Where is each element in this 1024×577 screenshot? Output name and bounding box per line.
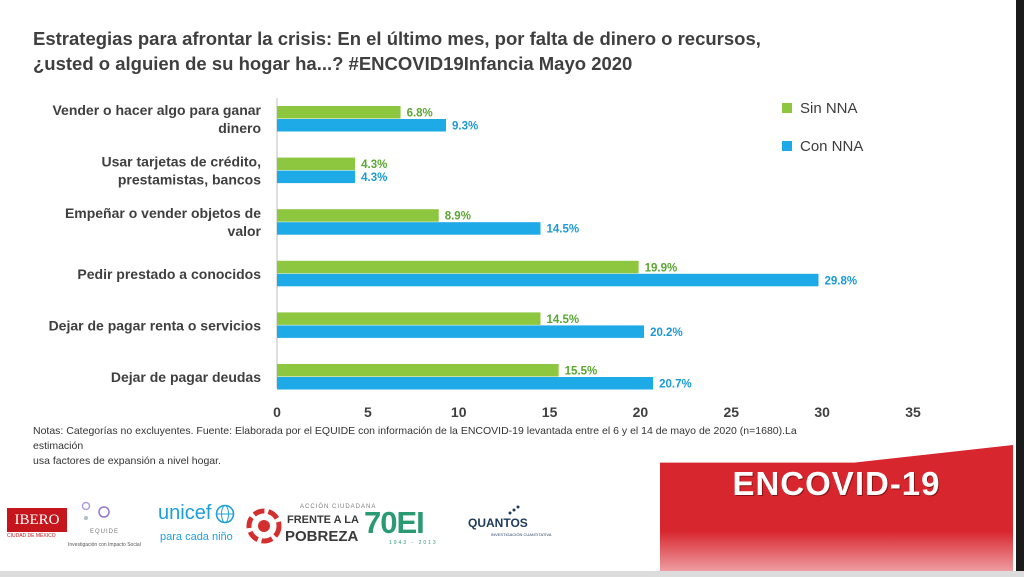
chart-title: Estrategias para afrontar la crisis: En … [33,26,833,76]
data-label-con-nna: 14.5% [546,224,579,236]
category-label: Dejar de pagar renta o servicios [49,317,262,333]
legend-item-sin-nna: Sin NNA [782,98,863,118]
equide-logo-text: EQUIDE [90,529,120,535]
x-tick-label: 0 [273,404,281,420]
chart-title-line2: ¿usted o alguien de su hogar ha...? #ENC… [33,53,633,74]
bar-con-nna [277,222,541,235]
legend-label-con-nna: Con NNA [800,137,864,155]
encovid-banner: ENCOVID-19 [660,445,1013,571]
category-label: Empeñar o vender objetos de [65,205,261,221]
frente-pobreza-small-text: ACCIÓN CIUDADANA [300,504,377,510]
ibero-logo: IBERO [7,508,67,532]
chart-notes: Notas: Categorías no excluyentes. Fuente… [33,424,843,469]
seventy-logo-subtext: 1943 - 2013 [389,540,438,546]
ibero-logo-subtext: CIUDAD DE MÉXICO [7,533,56,539]
data-label-con-nna: 9.3% [452,121,478,133]
window-frame-bottom [0,571,1024,577]
x-tick-label: 5 [364,404,372,420]
category-label: Usar tarjetas de crédito, [101,154,261,170]
bar-con-nna [277,273,819,287]
equide-logo-icon [81,501,110,520]
x-tick-label: 20 [633,404,649,420]
data-label-con-nna: 20.7% [659,379,692,391]
unicef-logo-text: unicef [158,502,212,524]
category-label: Vender o hacer algo para ganar [52,102,261,118]
bar-sin-nna [277,209,439,222]
data-label-con-nna: 20.2% [650,327,683,339]
unicef-logo-subtext: para cada niño [160,531,233,543]
legend-swatch-sin-nna [782,103,792,113]
category-label: Dejar de pagar deudas [111,369,261,385]
bar-con-nna [277,325,645,338]
data-label-sin-nna: 4.3% [361,159,387,171]
bar-sin-nna [277,260,639,274]
data-label-sin-nna: 6.8% [407,108,433,120]
data-label-sin-nna: 8.9% [445,211,471,223]
x-tick-label: 10 [451,404,467,420]
data-label-sin-nna: 15.5% [565,366,598,378]
chart-title-line1: Estrategias para afrontar la crisis: En … [33,28,761,49]
chart-legend: Sin NNA Con NNA [782,98,863,174]
bar-con-nna [277,119,446,132]
equide-logo-subtext: Investigación con Impacto Social [68,542,141,548]
frente-pobreza-logo-icon [246,508,282,544]
frente-pobreza-line1: FRENTE A LA [287,514,359,526]
bar-sin-nna [277,106,401,119]
unicef-globe-icon [215,504,235,524]
notes-line2: usa factores de expansión a nivel hogar. [33,455,221,467]
legend-label-sin-nna: Sin NNA [800,99,858,117]
seventy-logo-text: 70EI [364,505,425,540]
legend-swatch-con-nna [782,141,792,151]
x-tick-label: 35 [905,404,921,420]
frente-pobreza-line2: POBREZA [285,528,359,545]
quantos-logo-text: QUANTOS [468,516,528,530]
bar-sin-nna [277,157,356,171]
x-tick-label: 25 [723,404,739,420]
x-tick-label: 15 [542,404,558,420]
window-frame-right [1016,0,1024,577]
bar-sin-nna [277,312,541,325]
category-label: Pedir prestado a conocidos [77,266,261,282]
bar-con-nna [277,170,356,184]
data-label-con-nna: 4.3% [361,172,387,184]
data-label-sin-nna: 19.9% [645,262,678,274]
banner-text: ENCOVID-19 [732,465,941,502]
bar-sin-nna [277,364,559,377]
data-label-con-nna: 29.8% [825,275,858,287]
notes-line1: Notas: Categorías no excluyentes. Fuente… [33,425,797,452]
data-label-sin-nna: 14.5% [546,314,579,326]
category-label: valor [228,223,262,239]
legend-item-con-nna: Con NNA [782,136,863,156]
category-label: prestamistas, bancos [118,172,261,188]
bar-con-nna [277,377,654,390]
quantos-logo-subtext: INVESTIGACIÓN CUANTITATIVA [491,532,552,537]
quantos-logo-icon [508,505,520,515]
category-label: dinero [218,120,261,136]
x-tick-label: 30 [814,404,830,420]
